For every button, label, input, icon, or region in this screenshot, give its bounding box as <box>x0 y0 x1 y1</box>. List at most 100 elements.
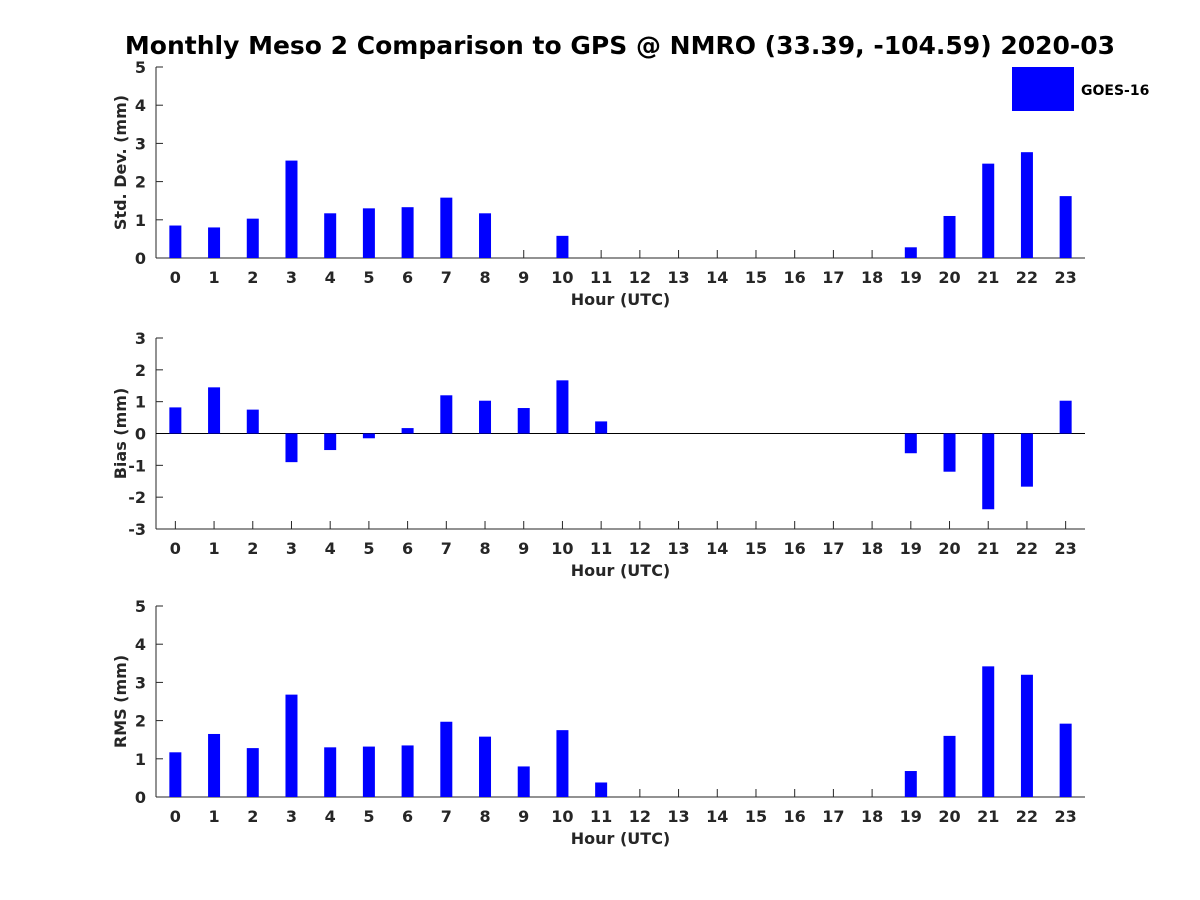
bar-hour-10 <box>556 730 569 797</box>
legend-label-goes-16: GOES-16 <box>1081 83 1149 99</box>
bar-hour-3 <box>285 160 298 258</box>
x-tick-label: 11 <box>590 807 612 826</box>
bar-hour-20 <box>943 215 956 258</box>
x-tick-label: 11 <box>590 539 612 558</box>
x-tick-label: 6 <box>402 807 413 826</box>
y-tick-label: -1 <box>128 456 146 475</box>
bar-hour-20 <box>943 433 956 472</box>
x-axis-label: Hour (UTC) <box>571 829 671 848</box>
bar-hour-10 <box>556 380 569 434</box>
x-tick-label: 3 <box>286 539 297 558</box>
bar-hour-11 <box>595 782 608 797</box>
bar-hour-4 <box>324 213 337 258</box>
x-tick-label: 4 <box>325 539 336 558</box>
bar-hour-4 <box>324 747 337 797</box>
y-axis-label: Std. Dev. (mm) <box>111 95 130 230</box>
bar-hour-6 <box>401 745 414 797</box>
y-axis-label: RMS (mm) <box>111 655 130 748</box>
x-tick-label: 17 <box>822 268 844 287</box>
bar-hour-2 <box>246 748 259 797</box>
x-tick-label: 12 <box>629 268 651 287</box>
y-tick-label: 3 <box>135 134 146 153</box>
y-tick-label: 0 <box>135 249 146 268</box>
x-tick-label: 13 <box>667 539 689 558</box>
bar-hour-23 <box>1059 196 1072 258</box>
y-tick-label: 1 <box>135 211 146 230</box>
x-tick-label: 2 <box>247 807 258 826</box>
x-tick-label: 12 <box>629 807 651 826</box>
bar-hour-6 <box>401 207 414 258</box>
x-tick-label: 16 <box>784 539 806 558</box>
bar-hour-5 <box>362 433 375 439</box>
x-tick-label: 5 <box>363 268 374 287</box>
bar-hour-21 <box>982 433 995 510</box>
y-tick-label: 2 <box>135 361 146 380</box>
x-tick-label: 0 <box>170 807 181 826</box>
bar-hour-1 <box>208 387 221 434</box>
x-tick-label: 15 <box>745 807 767 826</box>
x-tick-label: 22 <box>1016 539 1038 558</box>
y-tick-label: -2 <box>128 488 146 507</box>
bar-hour-19 <box>904 433 917 454</box>
x-axis-label: Hour (UTC) <box>571 561 671 580</box>
x-tick-label: 3 <box>286 268 297 287</box>
bar-hour-7 <box>440 721 453 797</box>
x-tick-label: 17 <box>822 539 844 558</box>
bar-hour-0 <box>169 752 182 797</box>
x-tick-label: 23 <box>1055 539 1077 558</box>
x-tick-label: 5 <box>363 807 374 826</box>
x-tick-label: 9 <box>518 539 529 558</box>
bar-hour-1 <box>208 733 221 797</box>
bar-hour-8 <box>479 400 492 434</box>
x-tick-label: 13 <box>667 807 689 826</box>
y-tick-label: 4 <box>135 635 146 654</box>
y-tick-label: 0 <box>135 425 146 444</box>
x-tick-label: 20 <box>938 807 960 826</box>
y-tick-label: 1 <box>135 393 146 412</box>
x-tick-label: 22 <box>1016 807 1038 826</box>
x-tick-label: 14 <box>706 539 728 558</box>
bar-hour-5 <box>362 208 375 258</box>
bar-hour-23 <box>1059 400 1072 434</box>
bar-hour-19 <box>904 771 917 797</box>
x-tick-label: 7 <box>441 539 452 558</box>
bar-hour-7 <box>440 395 453 434</box>
x-tick-label: 12 <box>629 539 651 558</box>
bar-hour-6 <box>401 428 414 434</box>
x-tick-label: 4 <box>325 268 336 287</box>
x-tick-label: 0 <box>170 539 181 558</box>
x-tick-label: 23 <box>1055 807 1077 826</box>
bar-hour-0 <box>169 407 182 434</box>
legend-swatch-goes-16 <box>1012 67 1074 111</box>
bar-hour-8 <box>479 213 492 258</box>
x-tick-label: 6 <box>402 539 413 558</box>
bar-hour-21 <box>982 163 995 258</box>
x-tick-label: 9 <box>518 268 529 287</box>
bar-hour-10 <box>556 235 569 258</box>
x-tick-label: 17 <box>822 807 844 826</box>
x-tick-label: 3 <box>286 807 297 826</box>
x-tick-label: 4 <box>325 807 336 826</box>
x-tick-label: 8 <box>479 807 490 826</box>
x-tick-label: 16 <box>784 268 806 287</box>
x-tick-label: 21 <box>977 268 999 287</box>
x-tick-label: 18 <box>861 807 883 826</box>
x-tick-label: 8 <box>479 268 490 287</box>
x-tick-label: 1 <box>208 539 219 558</box>
x-tick-label: 1 <box>208 268 219 287</box>
bar-hour-11 <box>595 421 608 434</box>
x-tick-label: 16 <box>784 807 806 826</box>
x-tick-label: 14 <box>706 268 728 287</box>
y-tick-label: 2 <box>135 173 146 192</box>
x-tick-label: 21 <box>977 539 999 558</box>
y-tick-label: 2 <box>135 712 146 731</box>
x-tick-label: 11 <box>590 268 612 287</box>
x-tick-label: 0 <box>170 268 181 287</box>
x-tick-label: 10 <box>551 807 573 826</box>
y-tick-label: 5 <box>135 58 146 77</box>
